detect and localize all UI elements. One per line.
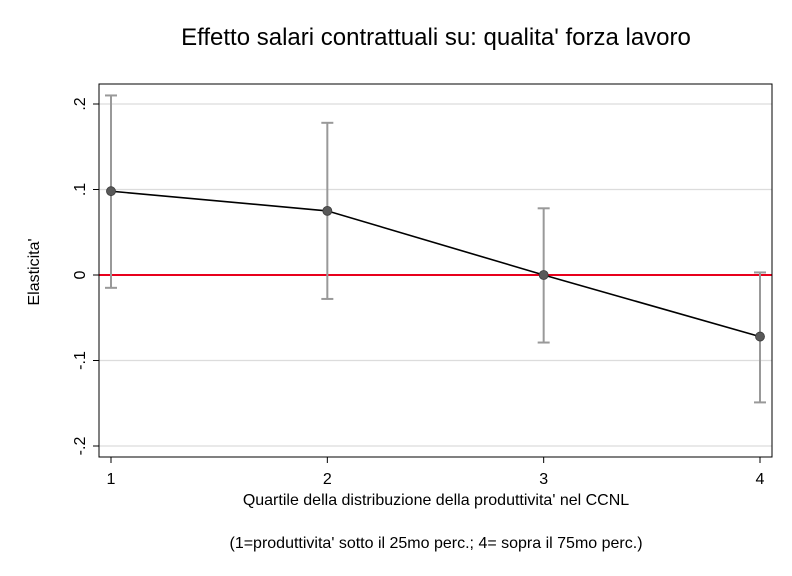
series-line-group — [110, 190, 761, 338]
y-tick-label: .2 — [72, 97, 89, 110]
chart-note: (1=produttivita' sotto il 25mo perc.; 4=… — [229, 535, 642, 552]
error-bars — [105, 94, 766, 404]
y-axis-label: Elasticita' — [26, 238, 43, 305]
plot-frame — [98, 83, 773, 458]
data-point — [538, 270, 549, 280]
y-tick-label: -.2 — [72, 437, 89, 456]
x-tick-label: 3 — [539, 471, 548, 488]
x-tick-label: 1 — [107, 471, 116, 488]
data-point — [755, 331, 765, 342]
data-point — [106, 186, 116, 197]
x-axis-label: Quartile della distribuzione della produ… — [243, 492, 629, 509]
data-points — [106, 186, 765, 342]
y-tick-label: 0 — [72, 270, 89, 279]
data-point — [322, 205, 333, 216]
x-tick-label: 2 — [323, 471, 332, 488]
series-line — [110, 190, 761, 338]
chart-title: Effetto salari contrattuali su: qualita'… — [181, 24, 691, 51]
y-tick-label: .1 — [72, 183, 89, 196]
x-tick-label: 4 — [756, 471, 765, 488]
y-tick-label: -.1 — [72, 351, 89, 370]
y-axis-ticks: .2 .1 0 -.1 -.2 — [72, 97, 99, 455]
x-axis-ticks: 1 2 3 4 — [107, 457, 765, 488]
